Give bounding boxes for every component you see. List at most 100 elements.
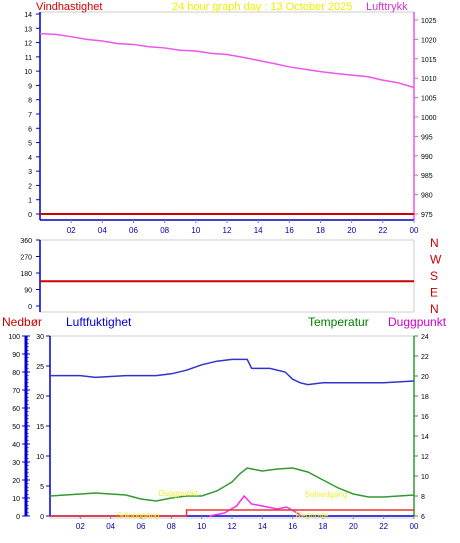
left-tick-label: 9 <box>28 83 32 90</box>
x-tick-label: 18 <box>319 522 328 531</box>
panel1-series <box>39 32 415 215</box>
rain-tick-label: 20 <box>36 394 44 401</box>
humidity-line <box>50 358 415 386</box>
compass-label: N <box>430 236 439 250</box>
annotation-label: Solnedgang <box>305 490 348 499</box>
panel1-title: 24 hour graph day : 13 October 2025 <box>172 1 352 13</box>
left-tick-label: 7 <box>28 112 32 119</box>
left-tick-label: 10 <box>24 69 32 76</box>
temp-tick-label: 20 <box>421 374 429 381</box>
dir-tick-label: 0 <box>28 304 32 311</box>
left-tick-label: 11 <box>25 55 32 62</box>
dir-tick-label: 90 <box>24 288 32 295</box>
temp-tick-label: 10 <box>421 474 429 481</box>
pressure-line <box>39 32 415 89</box>
humidity-tick-label: 10 <box>12 496 20 503</box>
compass-label: W <box>430 253 442 267</box>
temp-tick-label: 12 <box>421 454 429 461</box>
panel3-plot-area <box>49 335 415 519</box>
right-tick-label: 990 <box>421 154 433 161</box>
x-tick-label: 02 <box>67 226 76 235</box>
annotation-label: Regnrate <box>296 511 329 520</box>
left-tick-label: 3 <box>28 169 32 176</box>
panel3-series <box>49 358 415 517</box>
left-tick-label: 0 <box>28 212 32 219</box>
panel1-plot-area <box>39 11 415 221</box>
left-tick-label: 13 <box>24 26 32 33</box>
temp-tick-label: 14 <box>421 434 429 441</box>
humidity-tick-label: 70 <box>12 388 20 395</box>
compass-label: S <box>430 269 438 283</box>
x-tick-label: 14 <box>254 226 263 235</box>
right-tick-label: 1020 <box>421 37 437 44</box>
temperature-label: Temperatur <box>308 315 369 329</box>
humidity-tick-label: 60 <box>12 406 20 413</box>
rain-tick-label: 30 <box>36 334 44 341</box>
left-tick-label: 12 <box>24 41 32 48</box>
dewpoint-label: Duggpunkt <box>388 315 447 329</box>
right-tick-label: 980 <box>421 193 433 200</box>
right-tick-label: 1025 <box>421 18 437 25</box>
humidity-tick-label: 40 <box>12 442 20 449</box>
right-tick-label: 975 <box>421 212 433 219</box>
x-tick-label: 00 <box>410 522 419 531</box>
humidity-tick-label: 0 <box>16 514 20 521</box>
left-tick-label: 2 <box>28 183 32 190</box>
right-tick-label: 985 <box>421 173 433 180</box>
x-tick-label: 04 <box>98 226 107 235</box>
dir-tick-label: 180 <box>20 271 32 278</box>
rain-tick-label: 0 <box>40 514 44 521</box>
x-tick-label: 12 <box>228 522 237 531</box>
humidity-label: Luftfuktighet <box>66 315 132 329</box>
left-tick-label: 8 <box>28 98 32 105</box>
compass-label: N <box>430 302 439 316</box>
panel3-axes: 0102030405060708090100051015202530681012… <box>8 334 429 531</box>
rain-tick-label: 15 <box>36 424 44 431</box>
annotation-label: Duggpunkt <box>159 489 198 498</box>
right-tick-label: 1000 <box>421 115 437 122</box>
right-tick-label: 1015 <box>421 57 437 64</box>
x-tick-label: 00 <box>410 226 419 235</box>
x-tick-label: 22 <box>378 226 387 235</box>
dewpoint-line <box>209 494 303 517</box>
humidity-tick-label: 20 <box>12 478 20 485</box>
x-tick-label: 14 <box>258 522 267 531</box>
right-tick-label: 1010 <box>421 76 437 83</box>
panel3-annotations: Duggpunkt Soloppgang Solnedgang Regnrate <box>117 489 348 520</box>
x-tick-label: 20 <box>347 226 356 235</box>
right-tick-label: 1005 <box>421 96 437 103</box>
temp-tick-label: 18 <box>421 394 429 401</box>
rain-tick-label: 25 <box>36 364 44 371</box>
x-tick-label: 16 <box>288 522 297 531</box>
humidity-tick-label: 90 <box>12 352 20 359</box>
compass-label: E <box>430 286 438 300</box>
panel1-axes: 0123456789101112131497598098599099510001… <box>24 12 437 235</box>
x-tick-label: 18 <box>316 226 325 235</box>
left-tick-label: 14 <box>24 12 32 19</box>
left-tick-label: 6 <box>28 126 32 133</box>
humidity-tick-label: 100 <box>8 334 20 341</box>
temp-tick-label: 22 <box>421 354 429 361</box>
x-tick-label: 08 <box>160 226 169 235</box>
x-tick-label: 10 <box>191 226 200 235</box>
rain-tick-label: 10 <box>36 454 44 461</box>
x-tick-label: 02 <box>76 522 85 531</box>
temp-tick-label: 24 <box>421 334 429 341</box>
dir-tick-label: 360 <box>20 238 32 245</box>
dir-tick-label: 270 <box>20 255 32 262</box>
x-tick-label: 16 <box>285 226 294 235</box>
panel1-right-label: Lufttrykk <box>366 1 408 13</box>
right-tick-label: 995 <box>421 134 433 141</box>
x-tick-label: 22 <box>379 522 388 531</box>
x-tick-label: 06 <box>137 522 146 531</box>
x-tick-label: 04 <box>106 522 115 531</box>
temp-tick-label: 6 <box>421 514 425 521</box>
left-tick-label: 4 <box>28 155 32 162</box>
nedbor-label: Nedbør <box>2 315 42 329</box>
left-tick-label: 5 <box>28 141 32 148</box>
panel1-left-label: Vindhastighet <box>36 1 102 13</box>
x-tick-label: 08 <box>167 522 176 531</box>
